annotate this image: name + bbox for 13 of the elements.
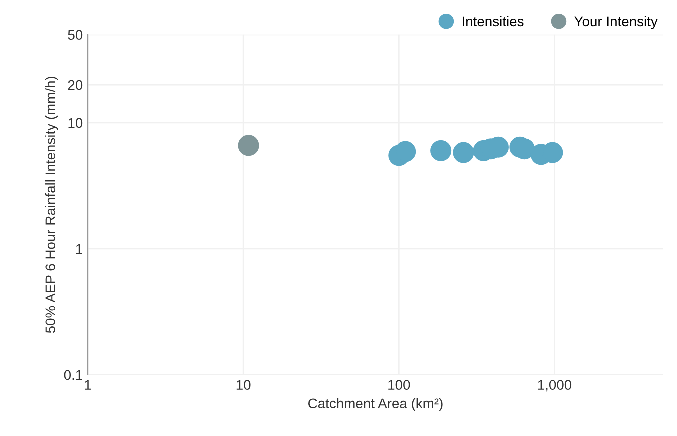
y-axis-title: 50% AEP 6 Hour Rainfall Intensity (mm/h) — [45, 76, 58, 334]
x-tick-label: 100 — [388, 380, 410, 390]
legend-label: Your Intensity — [574, 16, 658, 30]
y-tick-label: 20 — [68, 80, 83, 90]
y-tick-label: 50 — [68, 30, 83, 40]
y-tick-label: 1 — [76, 244, 82, 254]
x-tick-label: 10 — [236, 380, 251, 390]
x-tick-label: 1,000 — [538, 380, 572, 392]
y-tick-label: 0.1 — [64, 370, 82, 380]
x-tick-label: 1 — [85, 380, 92, 390]
y-tick-label: 10 — [68, 118, 83, 128]
legend-label: Intensities — [463, 16, 524, 27]
x-axis-title: Catchment Area (km²) — [308, 398, 443, 412]
